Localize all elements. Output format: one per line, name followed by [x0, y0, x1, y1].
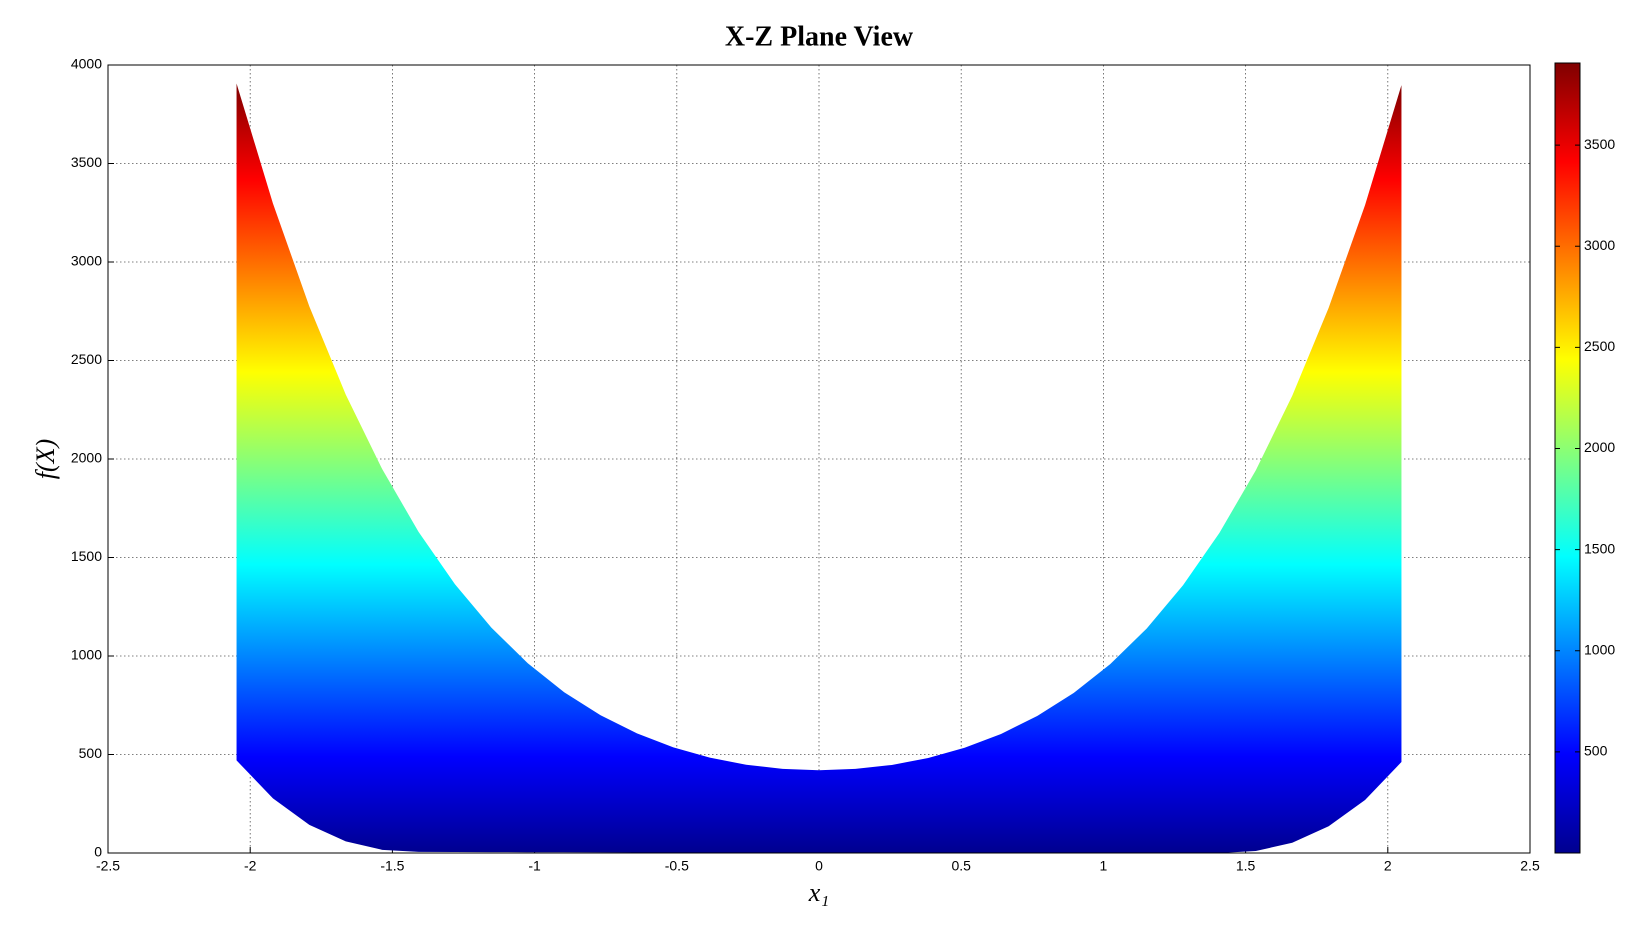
x-tick-label: 2.5	[1520, 858, 1540, 874]
x-tick-label: -2	[244, 858, 257, 874]
y-tick-label: 2500	[71, 351, 102, 367]
x-axis-label: x₁	[808, 878, 830, 907]
surface-band	[236, 83, 1402, 853]
colorbar	[1554, 62, 1581, 854]
colorbar-tick-label: 1500	[1584, 540, 1615, 556]
y-tick-label: 3000	[71, 253, 102, 269]
x-tick-label: 1.5	[1236, 858, 1256, 874]
x-tick-label: -2.5	[96, 858, 120, 874]
y-tick-label: 500	[79, 745, 103, 761]
y-tick-label: 2000	[71, 450, 102, 466]
colorbar-tick-label: 2500	[1584, 338, 1615, 354]
y-axis-label: f(X)	[31, 439, 60, 479]
y-tick-label: 1500	[71, 548, 102, 564]
y-tick-label: 1000	[71, 647, 102, 663]
colorbar-tick-label: 500	[1584, 743, 1608, 759]
x-tick-label: 0.5	[951, 858, 971, 874]
x-tick-label: -0.5	[665, 858, 689, 874]
plot-frame	[107, 64, 1531, 854]
colorbar-tick-label: 3500	[1584, 136, 1615, 152]
chart-title: X-Z Plane View	[725, 21, 914, 52]
y-tick-label: 0	[94, 844, 102, 860]
colorbar-tick-label: 3000	[1584, 237, 1615, 253]
y-tick-label: 4000	[71, 56, 102, 72]
colorbar-tick-label: 1000	[1584, 641, 1615, 657]
y-tick-label: 3500	[71, 154, 102, 170]
x-tick-label: 2	[1384, 858, 1392, 874]
colorbar-tick-label: 2000	[1584, 439, 1615, 455]
x-tick-label: 0	[815, 858, 823, 874]
x-tick-label: -1.5	[380, 858, 404, 874]
x-tick-label: 1	[1100, 858, 1108, 874]
x-tick-label: -1	[528, 858, 541, 874]
